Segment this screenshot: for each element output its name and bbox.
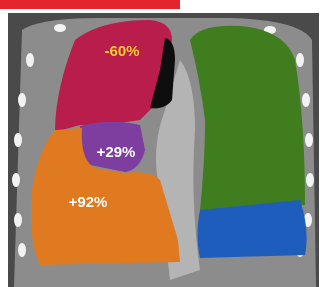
header-bar — [0, 0, 180, 9]
ct-scan-figure: -60% +29% +92% — [0, 0, 319, 287]
page: -60% +29% +92% (() => { const data = JSO… — [0, 0, 319, 287]
left-lower-lobe — [198, 200, 307, 258]
left-upper-lobe — [190, 26, 305, 210]
region-label: +92% — [69, 194, 108, 211]
region-label: -60% — [104, 43, 139, 60]
region-label: +29% — [97, 144, 136, 161]
